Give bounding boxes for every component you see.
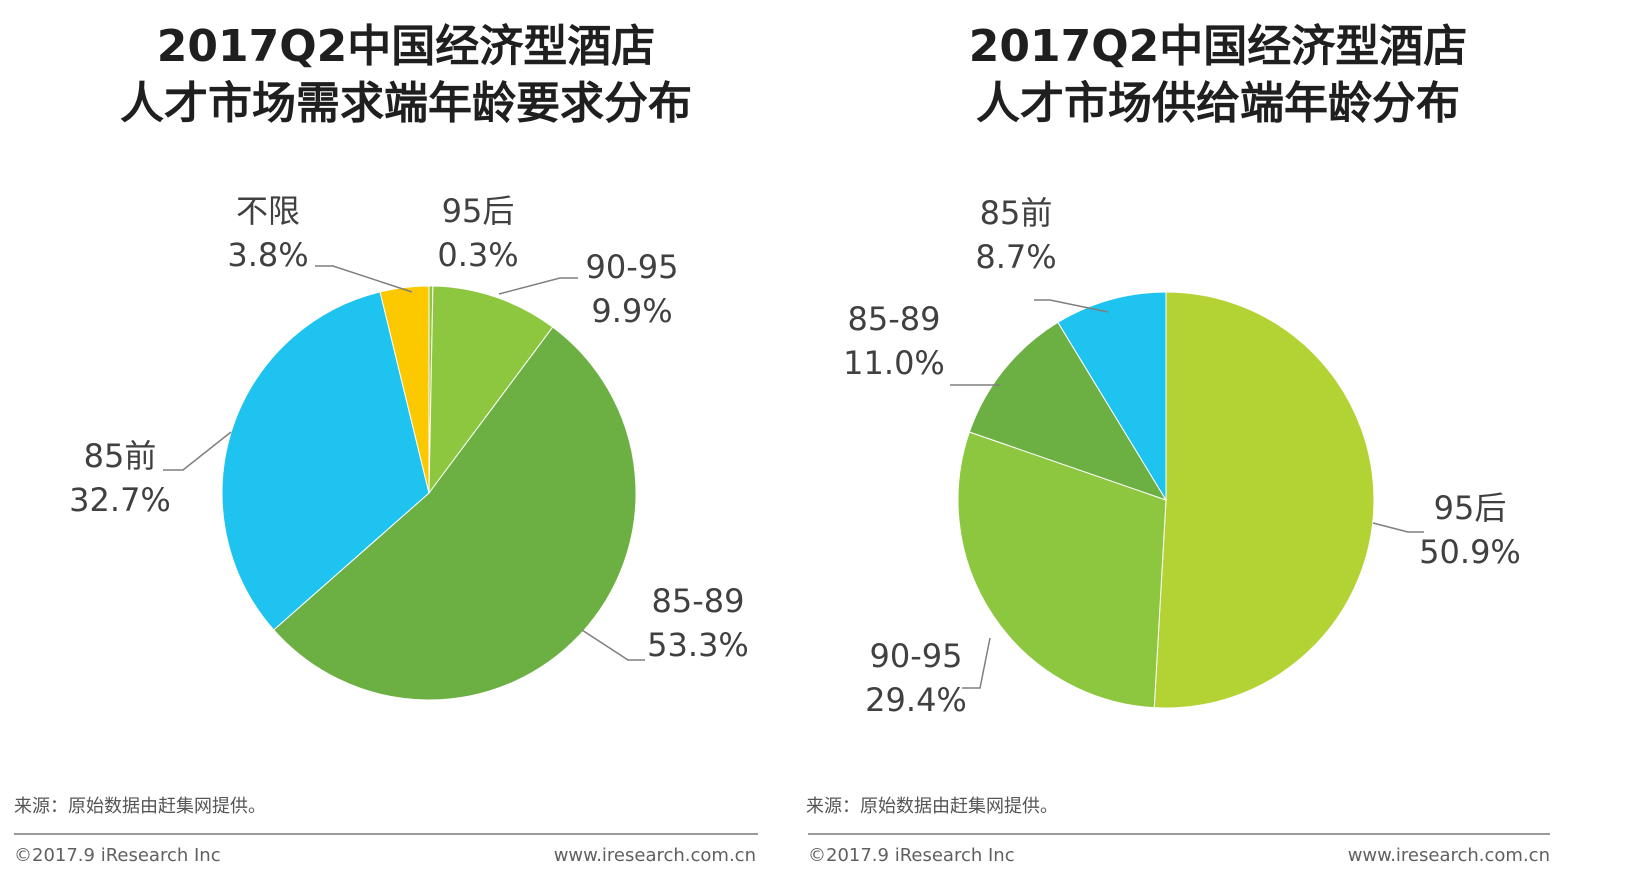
supply-slice-95	[1153, 291, 1375, 709]
demand-label-90-95-value: 9.9%	[591, 292, 672, 330]
supply-title-line-2: 人才市场供给端年龄分布	[976, 78, 1460, 129]
supply-label-85-before-value: 8.7%	[975, 238, 1056, 276]
leader-line-95	[498, 277, 578, 295]
supply-slice-85-before	[1057, 291, 1167, 502]
demand-slice-unlimited	[379, 285, 430, 494]
demand-label-95-value: 0.3%	[437, 236, 518, 274]
supply-label-85-89-name: 85-89	[848, 300, 941, 338]
supply-label-85-before-name: 85前	[980, 194, 1053, 232]
supply-label-85-89-value: 11.0%	[843, 344, 945, 382]
demand-slice-90-95	[428, 285, 554, 495]
supply-pie-slices	[957, 291, 1375, 709]
supply-label-90-95-name: 90-95	[870, 637, 963, 675]
demand-chart-title: 2017Q2中国经济型酒店 人才市场需求端年龄要求分布	[0, 18, 812, 132]
leader-line-unlimited	[315, 265, 413, 293]
demand-label-unlimited-value: 3.8%	[227, 236, 308, 274]
demand-label-85-before-name: 85前	[84, 437, 157, 475]
demand-chart-panel: 2017Q2中国经济型酒店 人才市场需求端年龄要求分布 95后 0.3% 90-…	[0, 0, 812, 880]
supply-copyright: ©2017.9 iResearch Inc	[808, 845, 1015, 866]
supply-pie-chart: 95后 50.9% 90-95 29.4% 85-89 11.0% 85前 8.…	[843, 194, 1521, 719]
supply-slice-85-89	[968, 321, 1168, 501]
demand-source-note: 来源：原始数据由赶集网提供。	[14, 796, 266, 817]
leader-line-supply-85-before	[1034, 299, 1109, 313]
demand-pie-slices	[221, 285, 637, 701]
demand-website: www.iresearch.com.cn	[553, 845, 756, 866]
demand-label-95-name: 95后	[442, 192, 515, 230]
demand-label-85-89-name: 85-89	[652, 582, 745, 620]
supply-chart-title: 2017Q2中国经济型酒店 人才市场供给端年龄分布	[812, 18, 1624, 132]
demand-pie-chart: 95后 0.3% 90-95 9.9% 85-89 53.3% 85前 32.7…	[69, 192, 749, 701]
demand-label-85-before-value: 32.7%	[69, 481, 171, 519]
supply-label-95-value: 50.9%	[1419, 533, 1521, 571]
demand-title-line-2: 人才市场需求端年龄要求分布	[120, 78, 692, 129]
leader-line-85-before	[163, 431, 232, 471]
demand-label-unlimited-name: 不限	[236, 192, 300, 230]
demand-label-85-89-value: 53.3%	[647, 626, 749, 664]
leader-line-85-89	[581, 629, 645, 661]
supply-chart-panel: 2017Q2中国经济型酒店 人才市场供给端年龄分布 95后 50.9% 90-9…	[806, 0, 1624, 880]
demand-footer-divider	[14, 833, 758, 835]
supply-footer-divider	[808, 833, 1550, 835]
demand-label-90-95-name: 90-95	[586, 248, 679, 286]
supply-slice-90-95	[957, 431, 1167, 709]
leader-line-supply-95	[1372, 522, 1424, 533]
supply-source-note: 来源：原始数据由赶集网提供。	[806, 796, 1058, 817]
supply-website: www.iresearch.com.cn	[1347, 845, 1550, 866]
demand-title-line-1: 2017Q2中国经济型酒店	[156, 21, 656, 72]
supply-title-line-1: 2017Q2中国经济型酒店	[968, 21, 1468, 72]
supply-label-95-name: 95后	[1434, 489, 1507, 527]
demand-copyright: ©2017.9 iResearch Inc	[14, 845, 221, 866]
demand-slice-85-89	[273, 326, 637, 701]
demand-slice-85-before	[221, 291, 430, 631]
leader-line-supply-90-95	[962, 637, 991, 689]
supply-label-90-95-value: 29.4%	[865, 681, 967, 719]
